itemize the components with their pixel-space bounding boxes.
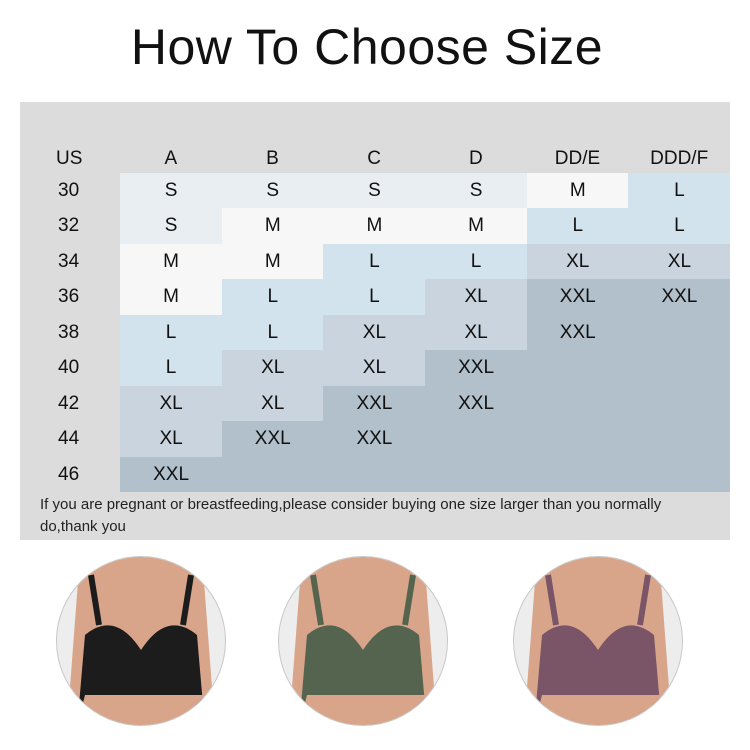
band-label: 38 bbox=[58, 321, 80, 343]
size-cell: XXL bbox=[120, 456, 223, 493]
size-cell: S bbox=[425, 173, 528, 209]
page-title: How To Choose Size bbox=[130, 19, 604, 75]
size-cell: XL bbox=[628, 243, 731, 280]
band-label: 46 bbox=[58, 463, 80, 485]
size-cell: XXL bbox=[323, 385, 426, 422]
band-label: 30 bbox=[58, 180, 80, 201]
size-cell: XL bbox=[221, 385, 324, 422]
size-cell: M bbox=[221, 208, 324, 245]
size-cell bbox=[628, 421, 731, 458]
size-cell bbox=[526, 385, 629, 422]
size-cell: M bbox=[526, 173, 629, 209]
size-cell: L bbox=[628, 173, 731, 209]
band-label: 40 bbox=[58, 357, 80, 379]
size-cell: XXL bbox=[628, 279, 731, 316]
size-cell: S bbox=[120, 173, 223, 209]
size-cell: L bbox=[425, 243, 528, 280]
size-cell: XL bbox=[425, 279, 528, 316]
size-cell bbox=[526, 421, 629, 458]
product-photo-purple bbox=[512, 555, 684, 727]
size-cell: XXL bbox=[526, 279, 629, 316]
band-label: 44 bbox=[58, 428, 80, 450]
size-cell: XL bbox=[526, 243, 629, 280]
size-cell: M bbox=[323, 208, 426, 245]
band-label: 42 bbox=[58, 392, 80, 414]
size-cell: L bbox=[221, 314, 324, 351]
size-grid: S S S S M L S M M M L L M M L L XL XL M L L XL XXL XXL L L XL XL XXL… bbox=[120, 173, 731, 493]
size-cell: L bbox=[323, 243, 426, 280]
band-label: 34 bbox=[58, 250, 80, 272]
band-label: 32 bbox=[58, 215, 80, 237]
corner-label: US bbox=[56, 148, 83, 169]
size-cell bbox=[425, 421, 528, 458]
size-cell: XXL bbox=[425, 385, 528, 422]
column-header: C bbox=[367, 148, 382, 169]
size-cell: S bbox=[323, 173, 426, 209]
size-cell: S bbox=[120, 208, 223, 245]
size-cell: XXL bbox=[526, 314, 629, 351]
band-label: 36 bbox=[58, 286, 80, 308]
product-photo-black bbox=[55, 555, 227, 727]
column-header: B bbox=[266, 148, 279, 169]
size-cell: XL bbox=[120, 385, 223, 422]
size-cell: XL bbox=[221, 350, 324, 387]
size-cell bbox=[628, 385, 731, 422]
size-cell: XL bbox=[323, 350, 426, 387]
size-cell: XL bbox=[120, 421, 223, 458]
size-cell: L bbox=[120, 350, 223, 387]
column-header: A bbox=[164, 148, 178, 169]
size-cell: XL bbox=[425, 314, 528, 351]
size-cell: L bbox=[526, 208, 629, 245]
size-cell: L bbox=[221, 279, 324, 316]
size-cell bbox=[323, 456, 426, 493]
size-cell: S bbox=[221, 173, 324, 209]
column-header: DD/E bbox=[554, 148, 601, 169]
size-cell bbox=[425, 456, 528, 493]
size-cell: L bbox=[120, 314, 223, 351]
size-cell bbox=[628, 456, 731, 493]
size-cell bbox=[526, 456, 629, 493]
size-cell bbox=[628, 314, 731, 351]
size-cell: XXL bbox=[323, 421, 426, 458]
size-cell bbox=[526, 350, 629, 387]
size-cell: XXL bbox=[221, 421, 324, 458]
size-cell: M bbox=[120, 279, 223, 316]
size-cell: L bbox=[628, 208, 731, 245]
size-cell bbox=[628, 350, 731, 387]
size-cell: L bbox=[323, 279, 426, 316]
size-note: If you are pregnant or breastfeeding,ple… bbox=[40, 496, 662, 535]
column-header: D bbox=[468, 148, 483, 169]
column-header: DDD/F bbox=[650, 148, 709, 169]
product-photo-green bbox=[277, 555, 449, 727]
size-cell: M bbox=[221, 243, 324, 280]
size-cell: XXL bbox=[425, 350, 528, 387]
size-cell: M bbox=[120, 243, 223, 280]
size-cell bbox=[221, 456, 324, 493]
size-cell: XL bbox=[323, 314, 426, 351]
size-cell: M bbox=[425, 208, 528, 245]
